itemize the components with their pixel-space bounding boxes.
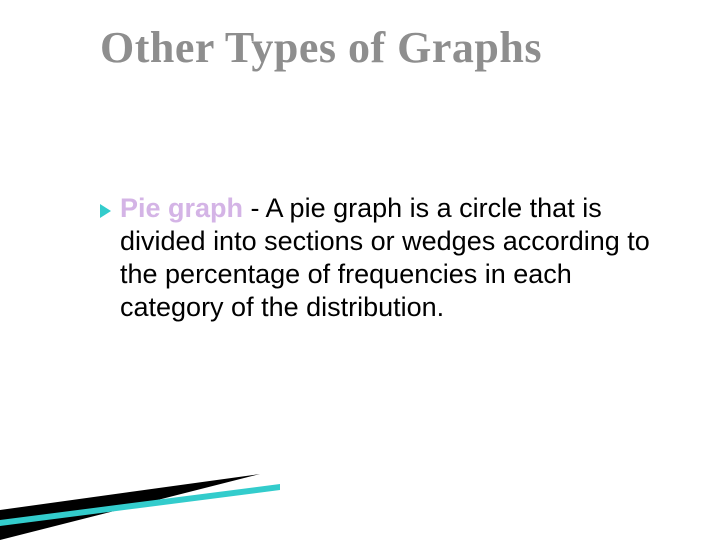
slide-title: Other Types of Graphs	[100, 22, 542, 73]
body-block: Pie graph - A pie graph is a circle that…	[100, 192, 660, 324]
term-pie-graph: Pie graph	[120, 193, 243, 223]
corner-decoration-icon	[0, 470, 280, 540]
bullet-arrow-icon	[100, 204, 112, 223]
bullet-text: Pie graph - A pie graph is a circle that…	[120, 192, 660, 324]
bullet-row: Pie graph - A pie graph is a circle that…	[100, 192, 660, 324]
